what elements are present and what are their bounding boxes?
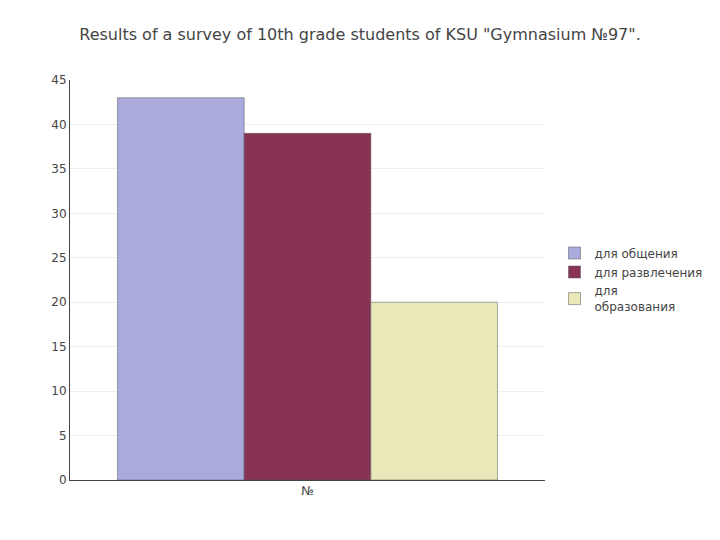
svg-text:Results of a survey of 10th gr: Results of a survey of 10th grade studen… <box>79 25 641 44</box>
svg-text:для общения: для общения <box>595 247 678 261</box>
svg-text:0: 0 <box>59 473 67 487</box>
svg-text:35: 35 <box>51 162 66 176</box>
svg-text:5: 5 <box>59 429 67 443</box>
svg-text:40: 40 <box>51 118 66 132</box>
svg-text:45: 45 <box>51 73 66 87</box>
svg-text:25: 25 <box>51 251 66 265</box>
svg-text:20: 20 <box>51 295 66 309</box>
svg-text:10: 10 <box>51 384 66 398</box>
svg-text:для развлечения: для развлечения <box>595 266 703 280</box>
svg-text:30: 30 <box>51 207 66 221</box>
svg-text:дляобразования: дляобразования <box>595 284 676 314</box>
svg-text:№: № <box>301 484 313 498</box>
svg-text:15: 15 <box>51 340 66 354</box>
